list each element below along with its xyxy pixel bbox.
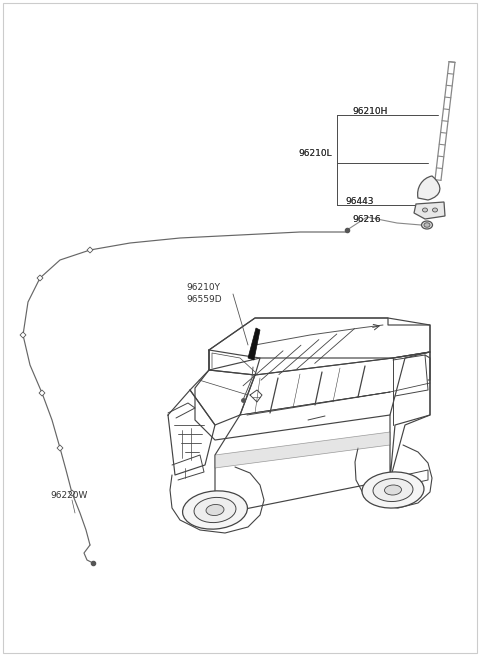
- Text: 96210L: 96210L: [298, 148, 332, 157]
- Polygon shape: [69, 490, 75, 496]
- Text: 96220W: 96220W: [50, 491, 87, 499]
- Ellipse shape: [424, 223, 430, 227]
- Polygon shape: [39, 390, 45, 396]
- PathPatch shape: [418, 176, 440, 200]
- Ellipse shape: [194, 497, 236, 523]
- Polygon shape: [414, 202, 445, 219]
- Text: 96443: 96443: [345, 197, 373, 207]
- Text: 96210H: 96210H: [352, 108, 387, 117]
- Polygon shape: [20, 332, 26, 338]
- Text: 96210H: 96210H: [352, 108, 387, 117]
- Polygon shape: [87, 247, 93, 253]
- Ellipse shape: [422, 208, 428, 212]
- Text: 96443: 96443: [345, 197, 373, 207]
- Ellipse shape: [421, 221, 432, 229]
- Ellipse shape: [373, 478, 413, 502]
- Polygon shape: [248, 328, 260, 360]
- Text: 96559D: 96559D: [186, 295, 222, 304]
- Ellipse shape: [182, 491, 247, 529]
- Text: 96216: 96216: [352, 216, 381, 224]
- Ellipse shape: [384, 485, 401, 495]
- Polygon shape: [215, 432, 390, 468]
- Text: 96210L: 96210L: [298, 148, 332, 157]
- Ellipse shape: [206, 504, 224, 516]
- Ellipse shape: [362, 472, 424, 508]
- Polygon shape: [57, 445, 63, 451]
- Text: 96210Y: 96210Y: [186, 283, 220, 293]
- Text: 96216: 96216: [352, 216, 381, 224]
- Polygon shape: [37, 275, 43, 281]
- Ellipse shape: [432, 208, 437, 212]
